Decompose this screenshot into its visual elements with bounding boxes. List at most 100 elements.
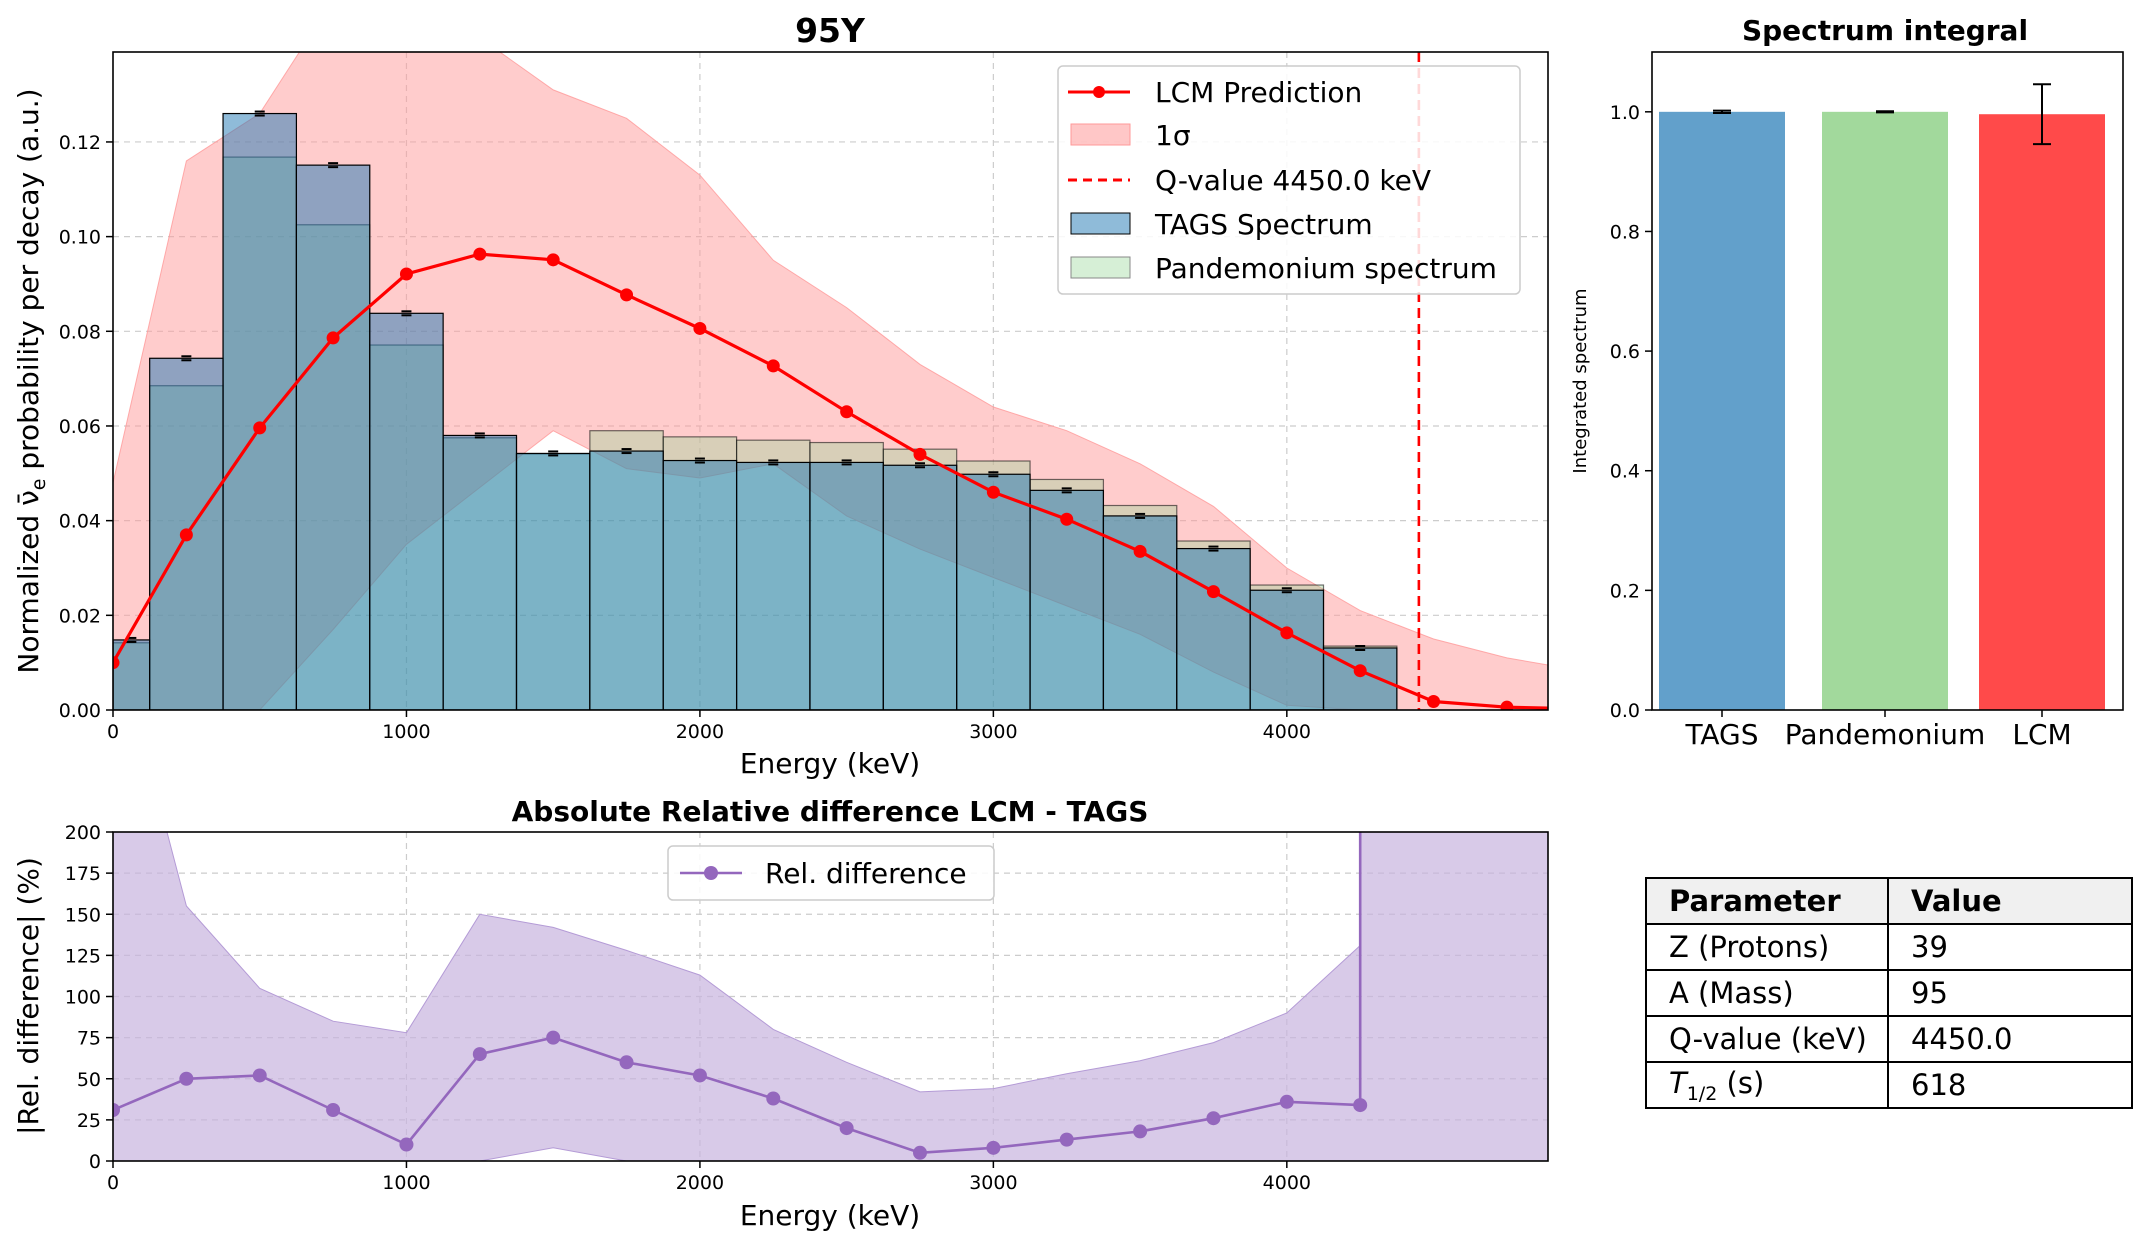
tags-bar <box>589 450 664 710</box>
y-tick-label: 0.04 <box>59 511 101 533</box>
lcm-point <box>399 267 413 281</box>
y-tick-label: 0.10 <box>59 227 101 249</box>
legend-label-lcm-prediction: LCM Prediction <box>1155 76 1362 109</box>
table-cell-parameter: Z (Protons) <box>1645 923 1889 971</box>
x-tick-label: 1000 <box>382 721 430 743</box>
y-tick-label: 0.4 <box>1610 461 1640 483</box>
lcm-point <box>253 421 267 435</box>
reldiff-plot-area <box>113 832 1548 1161</box>
table-cell-parameter: Q-value (keV) <box>1645 1015 1889 1063</box>
tags-bar <box>809 461 884 710</box>
reldiff-point <box>692 1068 707 1083</box>
x-tick-label: LCM <box>2012 718 2071 751</box>
tags-bar <box>295 164 371 710</box>
y-tick-label: 175 <box>65 863 101 885</box>
x-tick-label: Pandemonium <box>1785 718 1985 751</box>
x-tick-label: 0 <box>107 721 119 743</box>
legend-entry-1sigma: 1σ <box>1070 119 1191 152</box>
y-tick-label: 0 <box>89 1151 101 1173</box>
x-tick-label: 3000 <box>969 721 1017 743</box>
y-tick-label: 200 <box>65 822 101 844</box>
reldiff-point <box>619 1055 634 1070</box>
lcm-point <box>840 405 854 419</box>
y-tick-label: 1.0 <box>1610 102 1640 124</box>
reldiff-point <box>1133 1124 1148 1139</box>
main-x-axis-label: Energy (keV) <box>740 747 920 780</box>
reldiff-band <box>113 832 1548 1161</box>
lcm-point <box>1206 585 1220 599</box>
lcm-point <box>986 485 1000 499</box>
reldiff-legend: Rel. difference <box>667 845 995 901</box>
table-header-parameter: Parameter <box>1645 877 1889 925</box>
main-axes-frame <box>112 51 1549 711</box>
lcm-point <box>620 288 634 302</box>
lcm-point <box>1427 694 1441 708</box>
legend-entry-q-value: Q-value 4450.0 keV <box>1068 164 1431 197</box>
table-row: T1/2 (s) 618 <box>1645 1061 2133 1109</box>
y-tick-label: 0.06 <box>59 416 101 438</box>
integral-y-axis-label: Integrated spectrum <box>1570 288 1591 473</box>
y-tick-label: 25 <box>77 1110 101 1132</box>
tags-bar <box>515 452 591 710</box>
lcm-point <box>1280 626 1294 640</box>
y-tick-label: 75 <box>77 1028 101 1050</box>
table-row: A (Mass) 95 <box>1645 969 2133 1017</box>
table-cell-value: 39 <box>1887 923 2133 971</box>
integral-chart-title: Spectrum integral <box>1742 14 2028 47</box>
reldiff-y-axis-label: |Rel. difference| (%) <box>12 857 45 1135</box>
y-tick-label: 0.8 <box>1610 221 1640 243</box>
y-tick-label: 100 <box>65 987 101 1009</box>
reldiff-point <box>1206 1111 1221 1126</box>
tags-bar <box>1176 547 1251 710</box>
tags-bar <box>1249 589 1325 710</box>
legend-label-tags: TAGS Spectrum <box>1154 208 1373 241</box>
integral-ticks: TAGS Pandemonium LCM 0.0 0.2 0.4 0.6 0.8 1.0 <box>1610 102 2072 751</box>
lcm-point <box>1133 544 1147 558</box>
table-cell-value: 618 <box>1887 1061 2133 1109</box>
y-tick-label: 0.2 <box>1610 580 1640 602</box>
main-legend: LCM Prediction 1σ Q-value 4450.0 keV TAG… <box>1057 65 1521 295</box>
integral-axes-frame <box>1651 51 2124 711</box>
y-tick-label: 0.02 <box>59 605 101 627</box>
tags-bar <box>662 459 738 710</box>
reldiff-point <box>766 1091 781 1106</box>
table-row: Z (Protons) 39 <box>1645 923 2133 971</box>
reldiff-point <box>179 1071 194 1086</box>
lcm-point <box>1500 700 1514 710</box>
lcm-point <box>473 247 487 261</box>
tags-bar <box>442 434 518 710</box>
table-row: Q-value (keV) 4450.0 <box>1645 1015 2133 1063</box>
legend-label-1sigma: 1σ <box>1155 119 1191 152</box>
x-tick-label: 3000 <box>969 1172 1017 1194</box>
lcm-point <box>693 321 707 335</box>
y-tick-label: 0.0 <box>1610 700 1640 722</box>
main-y-axis-label: Normalized ν̄e probability per decay (a.… <box>12 88 50 673</box>
legend-entry-tags: TAGS Spectrum <box>1070 208 1373 241</box>
legend-label-rel-difference: Rel. difference <box>765 857 967 890</box>
reldiff-point <box>1059 1132 1074 1147</box>
x-tick-label: 4000 <box>1263 721 1311 743</box>
reldiff-point <box>1279 1094 1294 1109</box>
lcm-point <box>113 656 120 670</box>
reldiff-point <box>252 1068 267 1083</box>
table-cell-parameter: A (Mass) <box>1645 969 1889 1017</box>
table-cell-value: 95 <box>1887 969 2133 1017</box>
legend-label-pandemonium: Pandemonium spectrum <box>1155 252 1497 285</box>
y-tick-label: 0.6 <box>1610 341 1640 363</box>
legend-label-q-value: Q-value 4450.0 keV <box>1155 164 1431 197</box>
x-tick-label: 2000 <box>676 1172 724 1194</box>
y-tick-label: 0.08 <box>59 321 101 343</box>
tags-bar <box>369 312 444 710</box>
parameter-table: Parameter Value Z (Protons) 39 A (Mass) … <box>1645 877 2133 1109</box>
integral-bar <box>1659 111 1785 711</box>
legend-entry-lcm-prediction: LCM Prediction <box>1068 76 1362 109</box>
reldiff-point <box>546 1030 561 1045</box>
main-chart: 95Y 0 1000 2000 3000 4000 0.00 0.02 0.04 0.06 0.0… <box>12 11 1549 780</box>
lcm-point <box>913 447 927 461</box>
y-tick-label: 150 <box>65 904 101 926</box>
y-tick-label: 125 <box>65 945 101 967</box>
lcm-point <box>179 528 193 542</box>
integral-chart: Spectrum integral TAGS Pandemonium LCM 0.0 0… <box>1570 14 2124 751</box>
tags-bar <box>1029 489 1105 710</box>
reldiff-point <box>113 1103 120 1118</box>
